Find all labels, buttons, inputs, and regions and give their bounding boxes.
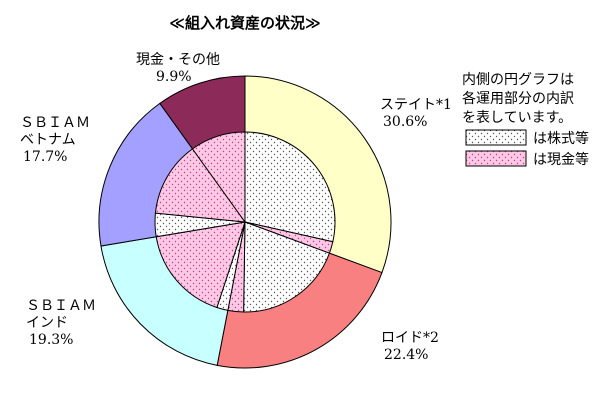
inner-slice-7-cash bbox=[154, 148, 247, 223]
slice-name-2-line-2: インド bbox=[26, 315, 68, 331]
slice-name-0: ステイト*1 bbox=[380, 97, 452, 113]
legend-swatch-cash bbox=[465, 150, 527, 167]
inner-slice-8-cash bbox=[191, 131, 246, 224]
slice-name-4: 現金・その他 bbox=[136, 52, 220, 68]
legend-note-line-2: 各運用部分の内訳 bbox=[462, 91, 574, 107]
inner-slice-0-stock bbox=[244, 131, 336, 243]
slice-value-4: 9.9% bbox=[156, 69, 192, 85]
legend-note-line-3: を表しています。 bbox=[462, 110, 572, 126]
slice-value-2: 19.3% bbox=[29, 332, 73, 348]
inner-ring bbox=[154, 131, 336, 313]
slice-value-0: 30.6% bbox=[383, 114, 427, 130]
chart-title: ≪組入れ資産の状況≫ bbox=[169, 14, 320, 32]
legend-swatch-stock bbox=[465, 129, 527, 146]
legend-label-cash: は現金等 bbox=[533, 151, 589, 168]
legend-label-stock: は株式等 bbox=[533, 130, 589, 147]
inner-slice-2-stock bbox=[243, 221, 331, 313]
slice-name-3-line-1: ＳＢＩＡＭ bbox=[20, 115, 90, 131]
legend-note-line-1: 内側の円グラフは bbox=[462, 72, 574, 88]
slice-value-1: 22.4% bbox=[384, 347, 428, 363]
slice-value-3: 17.7% bbox=[23, 149, 67, 165]
inner-slice-5-cash bbox=[155, 221, 246, 309]
slice-name-1: ロイド*2 bbox=[381, 330, 439, 346]
legend: 内側の円グラフは 各運用部分の内訳 を表しています。 は株式等 は現金等 bbox=[462, 72, 589, 168]
slice-labels: ステイト*130.6%ロイド*222.4%ＳＢＩＡＭインド19.3%ＳＢＩＡＭベ… bbox=[20, 52, 452, 363]
slice-name-3-line-2: ベトナム bbox=[20, 132, 76, 148]
slice-name-2-line-1: ＳＢＩＡＭ bbox=[26, 298, 96, 314]
